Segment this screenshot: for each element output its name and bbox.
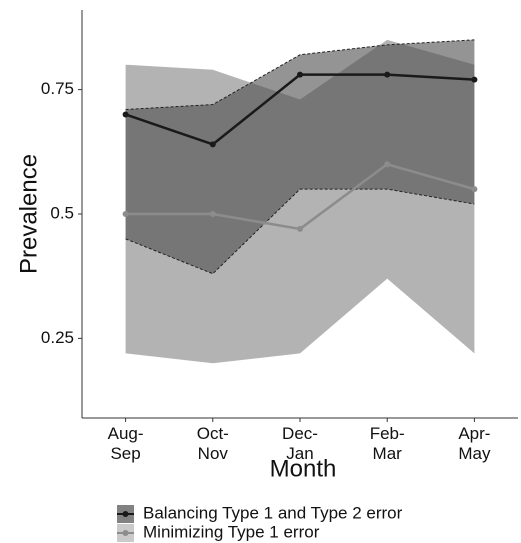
y-tick-label: 0.25 xyxy=(41,328,74,347)
x-tick-label: Dec-Jan xyxy=(282,424,318,463)
point xyxy=(209,211,216,217)
point xyxy=(471,186,478,193)
legend-key-dot xyxy=(122,530,129,536)
y-tick-label: 0.75 xyxy=(41,79,74,98)
legend-label: Balancing Type 1 and Type 2 error xyxy=(143,503,403,522)
point xyxy=(209,141,216,148)
point xyxy=(471,76,478,83)
x-tick-label: Oct-Nov xyxy=(197,424,229,463)
point xyxy=(122,211,129,217)
ribbon-border xyxy=(125,188,475,275)
point xyxy=(384,161,391,168)
point xyxy=(297,71,303,78)
x-axis-title: Month xyxy=(270,455,337,482)
y-axis-title: Prevalence xyxy=(15,154,42,274)
legend-label: Minimizing Type 1 error xyxy=(143,522,320,541)
legend-key-dot xyxy=(122,511,129,517)
x-tick-label: Aug-Sep xyxy=(108,424,144,463)
point xyxy=(122,111,129,118)
point xyxy=(297,225,303,232)
y-tick-label: 0.5 xyxy=(50,203,74,222)
point xyxy=(384,71,391,78)
x-tick-label: Apr-May xyxy=(458,424,491,463)
x-tick-label: Feb-Mar xyxy=(370,424,405,463)
ribbon-border xyxy=(125,39,475,111)
